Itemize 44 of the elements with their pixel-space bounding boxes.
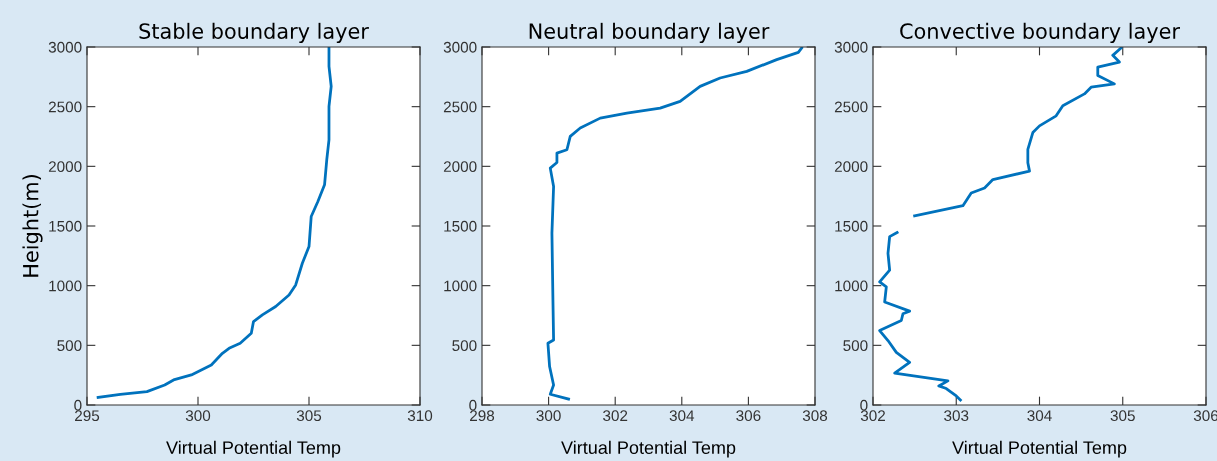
y-axis-title: Height(m) [22,175,43,277]
y-tick-label: 0 [469,399,477,411]
y-tick-label: 3000 [834,41,868,53]
x-tick-label: 304 [669,410,695,422]
x-tick-label: 306 [736,410,761,422]
y-tick-label: 3000 [443,41,477,53]
y-tick-label: 2500 [443,101,477,113]
y-tick-label: 0 [74,399,82,411]
x-tick-label: 308 [802,410,828,422]
x-tick-label: 305 [296,410,322,422]
y-tick-label: 1500 [49,220,82,232]
y-tick-label: 500 [57,340,82,352]
x-axis-title: Virtual Potential Temp [952,440,1127,458]
x-tick-label: 302 [860,410,885,422]
x-axis-title: Virtual Potential Temp [561,440,736,458]
y-tick-label: 1500 [444,220,477,232]
y-tick-label: 2000 [48,161,82,173]
y-tick-label: 500 [843,340,868,352]
y-tick-label: 2500 [48,101,82,113]
x-tick-label: 295 [75,410,100,422]
x-axis-title: Virtual Potential Temp [166,440,341,458]
line-series [96,47,333,399]
y-tick-label: 1500 [835,220,868,232]
x-tick-label: 305 [1110,410,1135,422]
y-tick-label: 1000 [49,280,82,292]
x-tick-label: 300 [185,410,211,422]
y-tick-label: 2500 [834,101,868,113]
x-tick-label: 300 [536,410,561,422]
chart-title: Convective boundary layer [900,22,1180,43]
chart-title: Neutral boundary layer [529,22,770,43]
y-tick-label: 500 [452,340,477,352]
x-tick-label: 310 [407,410,433,422]
y-tick-label: 2000 [834,161,868,173]
chart-title: Stable boundary layer [139,22,369,43]
x-tick-label: 302 [603,410,628,422]
y-tick-label: 1000 [444,280,477,292]
y-tick-label: 1000 [835,280,868,292]
line-series [546,47,804,401]
x-tick-label: 303 [944,410,969,422]
y-tick-label: 3000 [48,41,82,53]
x-tick-label: 298 [470,410,495,422]
x-tick-label: 304 [1027,410,1052,422]
y-tick-label: 2000 [443,161,477,173]
y-tick-label: 0 [860,399,868,411]
